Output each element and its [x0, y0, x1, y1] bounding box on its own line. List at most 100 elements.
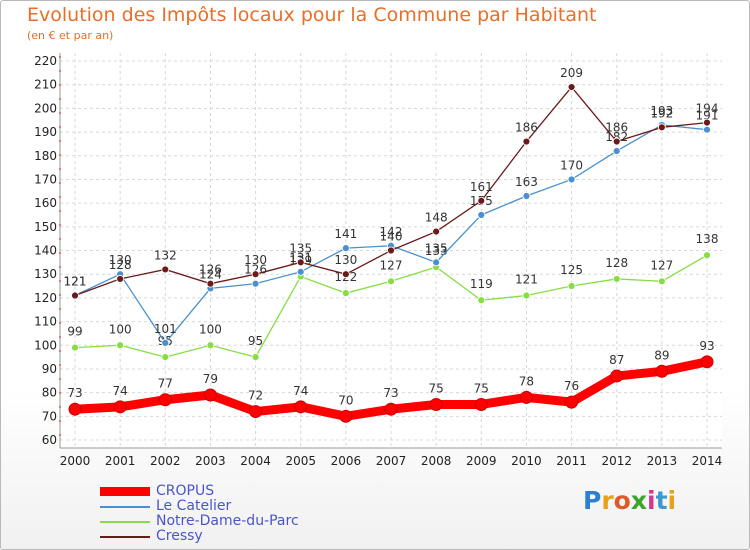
y-tick-label: 190: [34, 125, 57, 139]
data-label-cressy: 140: [380, 230, 403, 244]
x-tick-label: 2000: [60, 454, 91, 468]
data-point-cressy: [477, 196, 486, 205]
logo-letter: r: [601, 486, 614, 515]
data-point-le-catelier: [251, 279, 260, 288]
data-point-le-catelier: [477, 211, 486, 219]
x-tick-label: 2002: [150, 454, 181, 468]
y-tick-label: 100: [34, 338, 57, 352]
data-point-notre-dame-du-parc: [567, 282, 576, 290]
x-tick-label: 2009: [466, 454, 497, 468]
y-tick-label: 150: [34, 220, 57, 234]
logo-letter: i: [667, 486, 677, 515]
data-label-notre-dame-du-parc: 125: [560, 263, 583, 277]
legend-swatch-notre-dame-du-parc: [100, 521, 150, 523]
data-point-cropus: [565, 395, 579, 409]
legend-swatch-le-catelier: [100, 506, 150, 508]
data-point-le-catelier: [296, 267, 305, 276]
data-point-cropus: [203, 388, 217, 402]
data-label-notre-dame-du-parc: 133: [425, 244, 448, 258]
data-label-cressy: 192: [650, 106, 673, 120]
data-label-notre-dame-du-parc: 99: [67, 325, 82, 339]
data-label-cropus: 89: [654, 348, 669, 362]
data-label-cressy: 130: [334, 253, 357, 267]
data-label-cropus: 93: [699, 339, 714, 353]
data-label-cressy: 135: [289, 241, 312, 255]
data-point-notre-dame-du-parc: [612, 275, 621, 283]
data-point-cressy: [341, 270, 350, 279]
data-point-notre-dame-du-parc: [206, 341, 215, 350]
legend-swatch-cropus: [100, 487, 150, 496]
legend-label-cropus: CROPUS: [156, 483, 215, 499]
data-point-cressy: [251, 270, 260, 279]
data-label-cressy: 128: [109, 258, 132, 272]
data-label-cressy: 121: [64, 275, 87, 289]
x-tick-label: 2012: [601, 454, 632, 468]
data-label-notre-dame-du-parc: 119: [470, 277, 493, 291]
data-label-le-catelier: 101: [154, 322, 177, 336]
y-tick-label: 80: [42, 386, 57, 400]
data-label-cressy: 132: [154, 248, 177, 262]
data-point-cropus: [249, 405, 263, 419]
data-point-cropus: [474, 397, 488, 411]
data-label-cropus: 75: [474, 381, 489, 395]
data-point-cressy: [71, 291, 79, 300]
data-label-notre-dame-du-parc: 100: [199, 322, 222, 336]
chart-subtitle: (en € et par an): [27, 29, 114, 42]
x-tick-label: 2003: [195, 454, 226, 468]
data-point-le-catelier: [703, 125, 711, 134]
data-point-le-catelier: [522, 192, 531, 200]
data-point-cropus: [429, 397, 443, 411]
data-label-le-catelier: 124: [199, 267, 222, 281]
x-tick-label: 2005: [285, 454, 316, 468]
data-label-le-catelier: 170: [560, 158, 583, 172]
data-point-cropus: [113, 400, 127, 414]
data-label-le-catelier: 193: [650, 104, 673, 118]
data-label-le-catelier: 142: [380, 225, 403, 239]
data-label-cropus: 74: [293, 384, 308, 398]
data-label-cressy: 130: [244, 253, 267, 267]
data-point-notre-dame-du-parc: [161, 353, 170, 361]
y-tick-label: 210: [34, 78, 57, 92]
x-tick-label: 2013: [647, 454, 678, 468]
legend-swatch-cressy: [100, 536, 150, 538]
data-point-notre-dame-du-parc: [703, 251, 711, 260]
data-label-cropus: 73: [67, 386, 82, 400]
data-point-notre-dame-du-parc: [657, 277, 666, 286]
data-label-cropus: 74: [113, 384, 128, 398]
proxiti-logo: Proxiti: [583, 486, 676, 515]
data-point-cressy: [116, 275, 125, 283]
data-label-cropus: 77: [158, 377, 173, 391]
data-label-cropus: 79: [203, 372, 218, 386]
y-tick-label: 220: [34, 54, 57, 68]
y-tick-label: 160: [34, 196, 57, 210]
legend-label-notre-dame-du-parc: Notre-Dame-du-Parc: [156, 513, 299, 529]
data-point-cressy: [703, 118, 711, 127]
data-label-cropus: 76: [564, 379, 579, 393]
data-label-notre-dame-du-parc: 100: [109, 322, 132, 336]
data-point-le-catelier: [567, 175, 576, 184]
data-label-cressy: 209: [560, 66, 583, 80]
data-label-le-catelier: 163: [515, 175, 538, 189]
legend-label-le-catelier: Le Catelier: [156, 498, 232, 514]
data-label-cropus: 70: [338, 393, 353, 407]
y-tick-label: 130: [34, 267, 57, 281]
data-label-cressy: 186: [605, 121, 628, 135]
data-label-cressy: 194: [696, 102, 719, 116]
chart-title: Evolution des Impôts locaux pour la Comm…: [27, 4, 597, 26]
data-point-cropus: [610, 369, 624, 383]
data-point-notre-dame-du-parc: [116, 341, 125, 350]
logo-letter: i: [647, 486, 656, 515]
data-label-cropus: 87: [609, 353, 624, 367]
data-label-notre-dame-du-parc: 128: [605, 256, 628, 270]
data-label-le-catelier: 131: [289, 251, 312, 265]
data-label-le-catelier: 121: [64, 275, 87, 289]
data-point-le-catelier: [432, 258, 441, 267]
data-point-notre-dame-du-parc: [341, 289, 350, 298]
legend-label-cressy: Cressy: [156, 528, 203, 544]
data-label-le-catelier: 141: [334, 227, 357, 241]
data-point-cropus: [294, 400, 308, 414]
data-point-notre-dame-du-parc: [71, 343, 79, 352]
data-label-cressy: 161: [470, 180, 493, 194]
legend-item-notre-dame-du-parc: Notre-Dame-du-Parc: [100, 514, 360, 529]
